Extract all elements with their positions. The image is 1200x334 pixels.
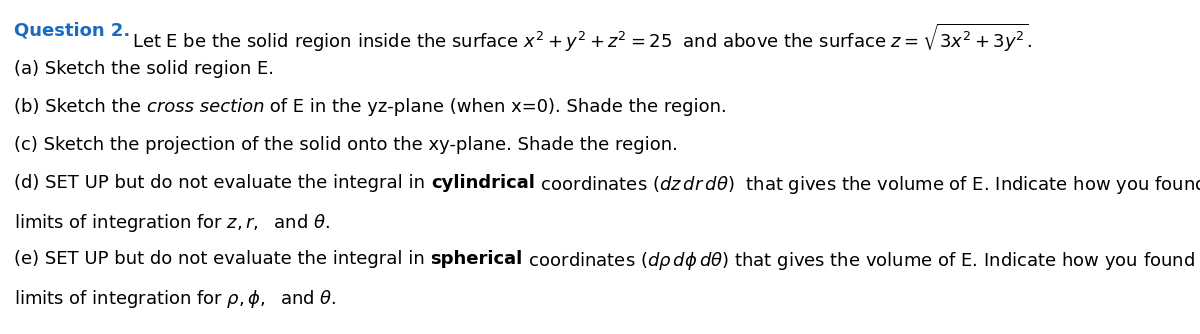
Text: (a) Sketch the solid region E.: (a) Sketch the solid region E. — [14, 60, 274, 78]
Text: of E in the yz-plane (when x=0). Shade the region.: of E in the yz-plane (when x=0). Shade t… — [264, 98, 727, 116]
Text: Let E be the solid region inside the surface $x^2 + y^2 + z^2 = 25$  and above t: Let E be the solid region inside the sur… — [132, 22, 1032, 54]
Text: (b) Sketch the: (b) Sketch the — [14, 98, 146, 116]
Text: coordinates $(d\rho\,d\phi\,d\theta)$ that gives the volume of E. Indicate how y: coordinates $(d\rho\,d\phi\,d\theta)$ th… — [523, 250, 1200, 272]
Text: (d) SET UP but do not evaluate the integral in: (d) SET UP but do not evaluate the integ… — [14, 174, 431, 192]
Text: limits of integration for $\rho, \phi,$  and $\theta$.: limits of integration for $\rho, \phi,$ … — [14, 288, 336, 310]
Text: (e) SET UP but do not evaluate the integral in: (e) SET UP but do not evaluate the integ… — [14, 250, 431, 268]
Text: cross section: cross section — [146, 98, 264, 116]
Text: limits of integration for $z, r,$  and $\theta$.: limits of integration for $z, r,$ and $\… — [14, 212, 330, 234]
Text: (c) Sketch the projection of the solid onto the xy-plane. Shade the region.: (c) Sketch the projection of the solid o… — [14, 136, 678, 154]
Text: coordinates $(dz\,dr\,d\theta)$  that gives the volume of E. Indicate how you fo: coordinates $(dz\,dr\,d\theta)$ that giv… — [535, 174, 1200, 196]
Text: spherical: spherical — [431, 250, 523, 268]
Text: cylindrical: cylindrical — [431, 174, 535, 192]
Text: Question 2.: Question 2. — [14, 22, 131, 40]
